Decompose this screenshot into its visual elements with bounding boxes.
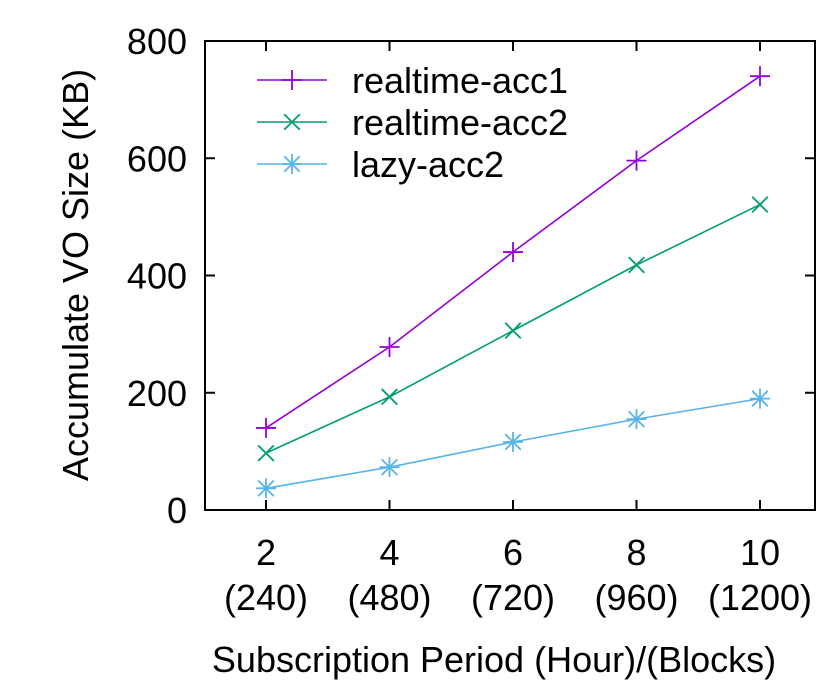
data-point-lazy-acc2 — [256, 478, 276, 499]
x-tick-label: 2 — [256, 532, 276, 573]
data-point-realtime-acc2 — [628, 256, 645, 274]
data-point-realtime-acc2 — [257, 444, 275, 462]
series-layer — [256, 66, 770, 499]
data-point-lazy-acc2 — [626, 409, 647, 430]
data-point-lazy-acc2 — [503, 431, 523, 452]
x-tick-label: 10 — [740, 532, 780, 573]
data-point-realtime-acc1 — [626, 150, 647, 171]
legend-marker-lazy-acc2 — [282, 154, 302, 174]
legend-label: lazy-acc2 — [352, 144, 504, 185]
legend-marker-realtime-acc1 — [282, 70, 302, 90]
x-tick-sublabel: (480) — [347, 577, 431, 618]
x-tick-sublabel: (1200) — [708, 577, 812, 618]
x-tick-label: 4 — [379, 532, 399, 573]
legend-label: realtime-acc1 — [352, 60, 568, 101]
x-axis: 2(240) 4(480) 6(720) 8(960) 10(1200) — [224, 41, 812, 618]
x-tick-sublabel: (240) — [224, 577, 308, 618]
data-point-lazy-acc2 — [379, 457, 400, 478]
y-tick-label: 0 — [167, 490, 187, 531]
y-tick-label: 600 — [127, 138, 187, 179]
legend-label: realtime-acc2 — [352, 102, 568, 143]
y-tick-label: 400 — [127, 256, 187, 297]
x-tick-label: 6 — [503, 532, 523, 573]
legend-marker-realtime-acc2 — [283, 113, 301, 131]
data-point-realtime-acc2 — [381, 388, 398, 406]
data-point-realtime-acc1 — [256, 417, 276, 438]
x-axis-title: Subscription Period (Hour)/(Blocks) — [212, 639, 776, 680]
series-line-realtime-acc2 — [265, 203, 761, 454]
data-point-realtime-acc1 — [379, 337, 400, 358]
data-point-lazy-acc2 — [750, 388, 770, 409]
data-point-realtime-acc2 — [751, 196, 769, 214]
x-tick-sublabel: (960) — [594, 577, 678, 618]
x-tick-label: 8 — [626, 532, 646, 573]
y-axis: 0 200 400 600 800 — [127, 21, 815, 531]
y-axis-title: Accumulate VO Size (KB) — [55, 69, 96, 481]
y-tick-label: 200 — [127, 373, 187, 414]
data-point-realtime-acc1 — [503, 242, 523, 263]
data-point-realtime-acc2 — [504, 322, 522, 340]
data-point-realtime-acc1 — [750, 66, 770, 87]
x-tick-sublabel: (720) — [471, 577, 555, 618]
y-tick-label: 800 — [127, 21, 187, 62]
